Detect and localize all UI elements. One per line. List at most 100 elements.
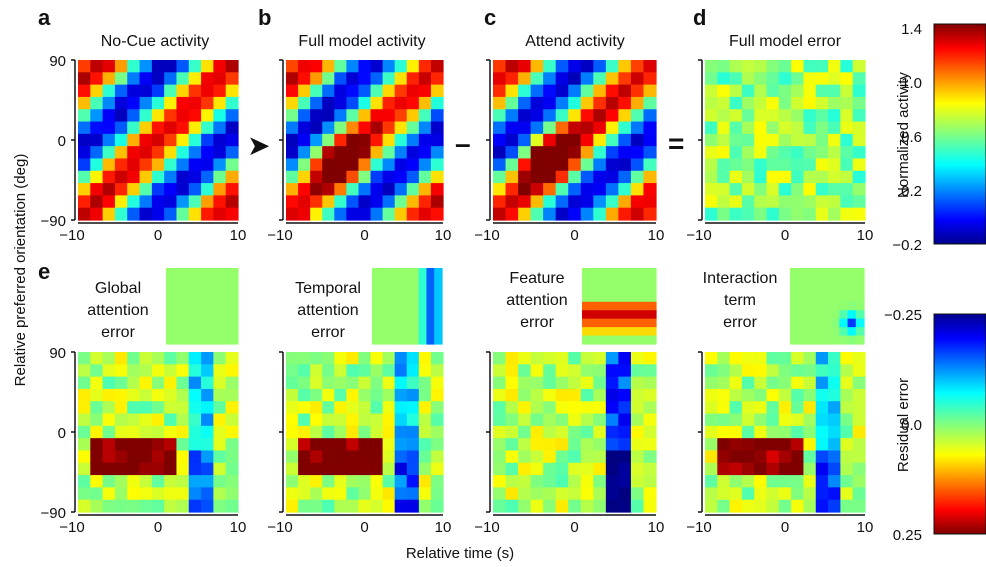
heatmap-cell xyxy=(334,352,347,365)
heatmap-cell xyxy=(213,475,227,488)
heatmap-cell xyxy=(630,60,645,73)
heatmap-cell xyxy=(505,487,519,501)
heatmap-cell xyxy=(176,462,190,476)
heatmap-cell xyxy=(530,60,544,73)
heatmap-cell xyxy=(852,207,866,221)
heatmap-cell xyxy=(394,487,408,501)
heatmap-cell xyxy=(717,60,731,73)
heatmap-cell xyxy=(798,318,808,328)
heatmap-cell xyxy=(580,450,594,464)
heatmap-cell xyxy=(705,450,718,464)
heatmap-cell xyxy=(213,388,227,402)
heatmap-cell xyxy=(127,438,141,452)
heatmap-cell xyxy=(643,158,657,172)
heatmap-cell xyxy=(201,364,214,378)
heatmap-cell xyxy=(418,109,432,123)
heatmap-cell xyxy=(225,96,239,110)
heatmap-cell xyxy=(213,158,227,172)
heatmap-cell xyxy=(580,207,594,221)
heatmap-cell xyxy=(322,84,335,98)
heatmap-cell xyxy=(310,146,323,160)
heatmap-cell xyxy=(530,462,544,476)
heatmap-cell xyxy=(791,207,805,221)
heatmap-cell xyxy=(310,438,323,452)
heatmap-cell xyxy=(176,475,190,488)
heatmap-cell xyxy=(555,146,569,160)
heatmap-cell xyxy=(568,462,582,476)
heatmap-cell xyxy=(176,388,190,402)
heatmap-cell xyxy=(828,109,841,123)
heatmap-cell xyxy=(729,170,743,184)
heatmap-cell xyxy=(791,170,805,184)
heatmap-cell xyxy=(418,376,432,390)
heatmap-cell xyxy=(493,475,507,488)
heatmap-cell xyxy=(286,487,299,501)
heatmap-cell xyxy=(394,438,408,452)
heatmap-cell xyxy=(852,364,866,378)
arrow-icon: ➤ xyxy=(247,130,270,161)
heatmap-cell xyxy=(151,401,165,415)
heatmap-cell xyxy=(127,60,141,73)
heatmap-cell xyxy=(176,425,190,439)
svg-text:Feature: Feature xyxy=(509,270,564,287)
heatmap-cell xyxy=(630,487,645,501)
heatmap-cell xyxy=(493,183,507,196)
heatmap-cell xyxy=(127,487,141,501)
heatmap-cell xyxy=(322,352,335,365)
heatmap-cell xyxy=(790,327,799,337)
heatmap-cell xyxy=(543,438,557,452)
heatmap-cell xyxy=(568,376,582,390)
heatmap-cell xyxy=(778,450,792,464)
heatmap-cell xyxy=(394,96,408,110)
heatmap-cell xyxy=(580,146,594,160)
heatmap-cell xyxy=(568,72,582,86)
heatmap-cell xyxy=(127,195,141,209)
heatmap-cell xyxy=(176,401,190,415)
heatmap-cell xyxy=(705,401,718,415)
heatmap-cell xyxy=(493,499,507,513)
heatmap-cell xyxy=(828,133,841,147)
heatmap-cell xyxy=(530,207,544,221)
heatmap-cell xyxy=(114,96,128,110)
heatmap-cell xyxy=(778,109,792,123)
heatmap-cell xyxy=(630,170,645,184)
heatmap-cell xyxy=(518,487,532,501)
heatmap-cell xyxy=(201,450,214,464)
heatmap-cell xyxy=(78,84,91,98)
heatmap-cell xyxy=(225,499,239,513)
heatmap-cell xyxy=(358,195,372,209)
heatmap-cell xyxy=(847,293,857,303)
heatmap-cell xyxy=(518,438,532,452)
inset-global xyxy=(166,268,239,345)
heatmap-cell xyxy=(78,109,91,123)
tick-label: −10 xyxy=(267,519,292,536)
heatmap-cell xyxy=(803,475,817,488)
heatmap-cell xyxy=(543,450,557,464)
heatmap-cell xyxy=(188,96,202,110)
heatmap-cell xyxy=(78,499,91,513)
heatmap-cell xyxy=(754,425,768,439)
panel-label-c: c xyxy=(484,5,496,30)
heatmap-cell xyxy=(643,109,657,123)
heatmap-cell xyxy=(493,450,507,464)
heatmap-cell xyxy=(151,109,165,123)
heatmap-cell xyxy=(814,327,824,337)
heatmap-cell xyxy=(803,195,817,209)
heatmap-cell xyxy=(127,146,141,160)
heatmap-cell xyxy=(370,207,384,221)
heatmap-cell xyxy=(839,327,849,337)
heatmap-cell xyxy=(505,475,519,488)
heatmap-cell xyxy=(370,487,384,501)
heatmap-cell xyxy=(102,499,116,513)
heatmap-cell xyxy=(114,133,128,147)
heatmap-cell xyxy=(729,60,743,73)
heatmap-cell xyxy=(778,499,792,513)
heatmap-cell xyxy=(618,146,632,160)
heatmap-cell xyxy=(78,388,91,402)
heatmap-cell xyxy=(151,499,165,513)
heatmap-cell xyxy=(840,60,854,73)
heatmap-cell xyxy=(643,183,657,196)
heatmap-cell xyxy=(372,268,381,345)
heatmap-cell xyxy=(176,183,190,196)
heatmap-cell xyxy=(310,158,323,172)
